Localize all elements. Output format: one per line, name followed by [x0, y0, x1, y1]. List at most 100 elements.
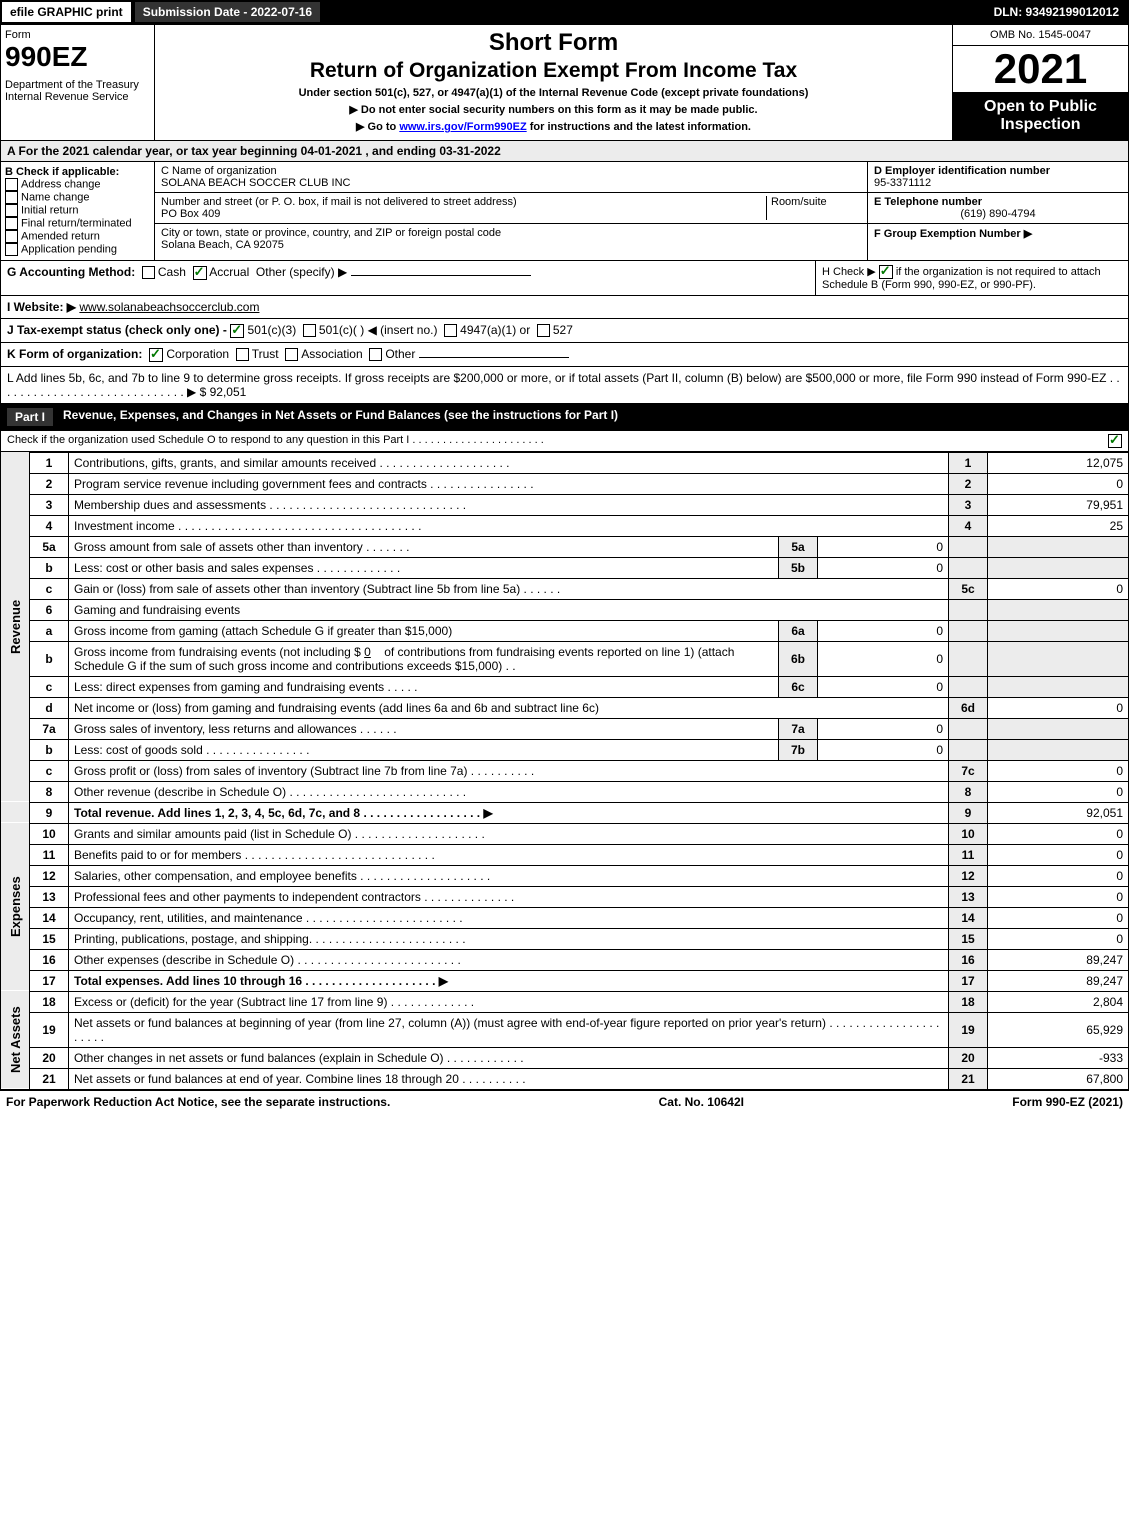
line-5a-subval: 0 [818, 536, 949, 557]
line-21-desc: Net assets or fund balances at end of ye… [69, 1068, 949, 1089]
checkbox-final-return[interactable] [5, 217, 18, 230]
line-1-val: 12,075 [988, 452, 1129, 473]
e-label: E Telephone number [874, 196, 982, 208]
other-org-input[interactable] [419, 357, 569, 358]
line-5c-val: 0 [988, 578, 1129, 599]
line-1-rnum: 1 [949, 452, 988, 473]
line-6b-rgrey [949, 641, 988, 676]
row-gh: G Accounting Method: Cash Accrual Other … [0, 261, 1129, 296]
line-6c-desc: Less: direct expenses from gaming and fu… [69, 676, 779, 697]
label-initial-return: Initial return [21, 204, 78, 216]
line-2-desc: Program service revenue including govern… [69, 473, 949, 494]
line-9-rnum: 9 [949, 802, 988, 823]
checkbox-accrual[interactable] [193, 266, 207, 280]
checkbox-501c3[interactable] [230, 324, 244, 338]
line-4-num: 4 [30, 515, 69, 536]
checkbox-name-change[interactable] [5, 191, 18, 204]
omb-number: OMB No. 1545-0047 [953, 25, 1128, 46]
line-8-rnum: 8 [949, 781, 988, 802]
side-spacer-9 [1, 802, 30, 823]
line-6c-subval: 0 [818, 676, 949, 697]
line-7c-val: 0 [988, 760, 1129, 781]
checkbox-501c[interactable] [303, 324, 316, 337]
line-3-val: 79,951 [988, 494, 1129, 515]
checkbox-4947[interactable] [444, 324, 457, 337]
irs-link[interactable]: www.irs.gov/Form990EZ [399, 121, 526, 133]
line-13-num: 13 [30, 886, 69, 907]
line-3-num: 3 [30, 494, 69, 515]
line-4-rnum: 4 [949, 515, 988, 536]
label-other-org: Other [385, 347, 415, 361]
part-1-label: Part I [7, 408, 53, 426]
line-10-num: 10 [30, 823, 69, 844]
label-cash: Cash [158, 265, 186, 279]
checkbox-trust[interactable] [236, 348, 249, 361]
c-city: Solana Beach, CA 92075 [161, 239, 284, 251]
efile-print-label[interactable]: efile GRAPHIC print [0, 0, 133, 24]
line-13-desc: Professional fees and other payments to … [69, 886, 949, 907]
subtitle-2: ▶ Do not enter social security numbers o… [159, 103, 948, 116]
part-1-check-o: Check if the organization used Schedule … [0, 431, 1129, 452]
line-7b-desc: Less: cost of goods sold . . . . . . . .… [69, 739, 779, 760]
line-2-val: 0 [988, 473, 1129, 494]
checkbox-application-pending[interactable] [5, 243, 18, 256]
checkbox-527[interactable] [537, 324, 550, 337]
form-number: 990EZ [5, 41, 150, 73]
col-b-checkboxes: B Check if applicable: Address change Na… [1, 162, 155, 260]
sub3-suffix: for instructions and the latest informat… [527, 121, 751, 133]
department-label: Department of the Treasury Internal Reve… [5, 79, 150, 103]
row-k-form-org: K Form of organization: Corporation Trus… [0, 343, 1129, 367]
checkbox-other-org[interactable] [369, 348, 382, 361]
sub3-prefix: ▶ Go to [356, 121, 399, 133]
line-6b-num: b [30, 641, 69, 676]
line-16-desc: Other expenses (describe in Schedule O) … [69, 949, 949, 970]
line-7a-subval: 0 [818, 718, 949, 739]
line-6b-vgrey [988, 641, 1129, 676]
line-10-desc: Grants and similar amounts paid (list in… [69, 823, 949, 844]
line-13-rnum: 13 [949, 886, 988, 907]
website-url[interactable]: www.solanabeachsoccerclub.com [79, 300, 259, 314]
footer-right: Form 990-EZ (2021) [1012, 1095, 1123, 1109]
label-527: 527 [553, 323, 573, 337]
line-12-num: 12 [30, 865, 69, 886]
line-6-desc: Gaming and fundraising events [69, 599, 949, 620]
f-label: F Group Exemption Number ▶ [874, 228, 1032, 240]
checkbox-initial-return[interactable] [5, 204, 18, 217]
l-value: 92,051 [210, 385, 247, 399]
checkbox-cash[interactable] [142, 266, 155, 279]
other-method-input[interactable] [351, 275, 531, 276]
line-1-num: 1 [30, 452, 69, 473]
e-phone: (619) 890-4794 [874, 208, 1122, 220]
dln-label: DLN: 93492199012012 [984, 0, 1129, 24]
side-label-expenses: Expenses [1, 823, 30, 991]
part-1-header: Part I Revenue, Expenses, and Changes in… [0, 404, 1129, 431]
l-text: L Add lines 5b, 6c, and 7b to line 9 to … [7, 371, 1120, 399]
b-title: B Check if applicable: [5, 166, 119, 178]
line-5b-subval: 0 [818, 557, 949, 578]
line-8-val: 0 [988, 781, 1129, 802]
line-17-val: 89,247 [988, 970, 1129, 991]
line-19-val: 65,929 [988, 1012, 1129, 1047]
col-def: D Employer identification number 95-3371… [868, 162, 1128, 260]
line-15-rnum: 15 [949, 928, 988, 949]
label-501c: 501(c)( ) ◀ (insert no.) [319, 323, 438, 337]
checkbox-schedule-o[interactable] [1108, 434, 1122, 448]
k-label: K Form of organization: [7, 347, 142, 361]
checkbox-association[interactable] [285, 348, 298, 361]
line-12-val: 0 [988, 865, 1129, 886]
line-18-desc: Excess or (deficit) for the year (Subtra… [69, 991, 949, 1012]
checkbox-address-change[interactable] [5, 178, 18, 191]
short-form-title: Short Form [159, 29, 948, 57]
line-6-rgrey [949, 599, 988, 620]
checkbox-amended-return[interactable] [5, 230, 18, 243]
checkbox-corporation[interactable] [149, 348, 163, 362]
line-5b-rgrey [949, 557, 988, 578]
line-5b-subnum: 5b [779, 557, 818, 578]
line-2-rnum: 2 [949, 473, 988, 494]
line-8-desc: Other revenue (describe in Schedule O) .… [69, 781, 949, 802]
line-8-num: 8 [30, 781, 69, 802]
line-7a-subnum: 7a [779, 718, 818, 739]
checkbox-h[interactable] [879, 265, 893, 279]
label-name-change: Name change [21, 191, 90, 203]
line-4-val: 25 [988, 515, 1129, 536]
